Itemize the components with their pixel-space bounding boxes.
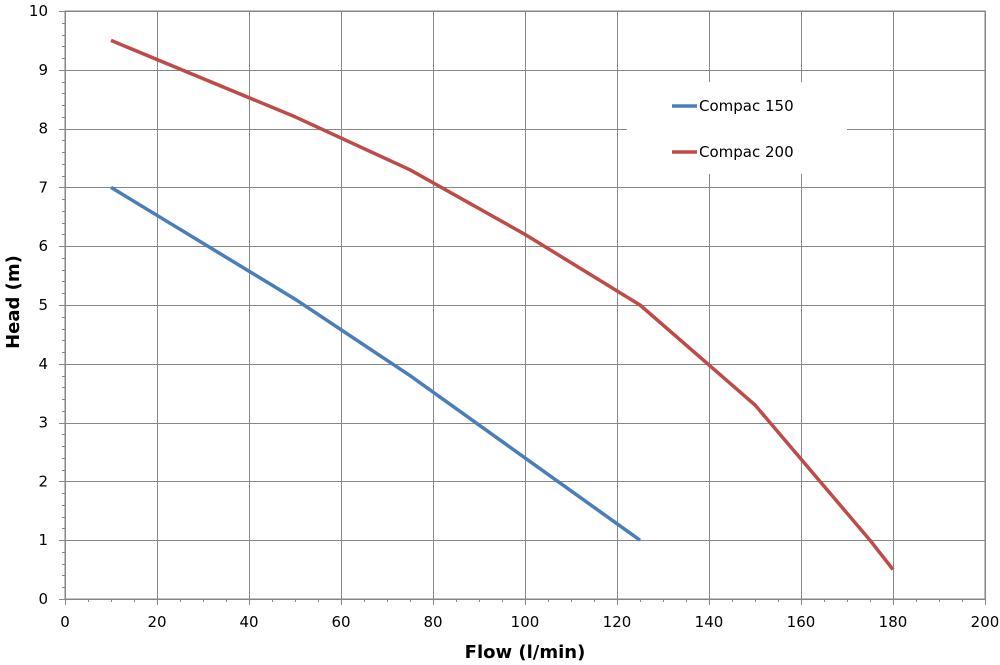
y-tick-label: 8 xyxy=(38,120,48,138)
x-tick-label: 100 xyxy=(511,613,540,631)
y-tick-label: 6 xyxy=(38,237,48,255)
x-tick-label: 200 xyxy=(971,613,1000,631)
y-tick-label: 4 xyxy=(38,355,48,373)
y-tick-label: 1 xyxy=(38,531,48,549)
x-tick-label: 40 xyxy=(239,613,258,631)
series-line-1 xyxy=(110,185,642,542)
x-tick-label: 180 xyxy=(879,613,908,631)
y-tick-label: 5 xyxy=(38,296,48,314)
x-tick-label: 120 xyxy=(603,613,632,631)
y-tick-label: 2 xyxy=(38,472,48,490)
y-tick-label: 10 xyxy=(29,2,48,20)
legend-label-2: Compac 200 xyxy=(699,143,794,161)
x-tick-label: 20 xyxy=(147,613,166,631)
y-axis-title: Head (m) xyxy=(3,255,24,349)
x-tick-label: 60 xyxy=(331,613,350,631)
series-line-2 xyxy=(110,38,895,571)
series-lines xyxy=(110,38,895,571)
y-tick-label: 7 xyxy=(38,178,48,196)
axes xyxy=(59,11,986,605)
y-tick-label: 0 xyxy=(38,590,48,608)
legend-background xyxy=(627,82,847,174)
legend-label-1: Compac 150 xyxy=(699,97,794,115)
y-tick-label: 9 xyxy=(38,61,48,79)
x-tick-labels: 0 20 40 60 80 100 120 140 160 180 200 xyxy=(60,613,999,631)
y-tick-label: 3 xyxy=(38,414,48,432)
x-tick-label: 80 xyxy=(423,613,442,631)
legend: Compac 150 Compac 200 xyxy=(627,82,847,174)
x-tick-label: 0 xyxy=(60,613,70,631)
y-tick-labels: 0 1 2 3 4 5 6 7 8 9 10 xyxy=(29,2,48,608)
x-tick-label: 160 xyxy=(787,613,816,631)
x-axis-title: Flow (l/min) xyxy=(465,642,586,663)
x-tick-label: 140 xyxy=(695,613,724,631)
